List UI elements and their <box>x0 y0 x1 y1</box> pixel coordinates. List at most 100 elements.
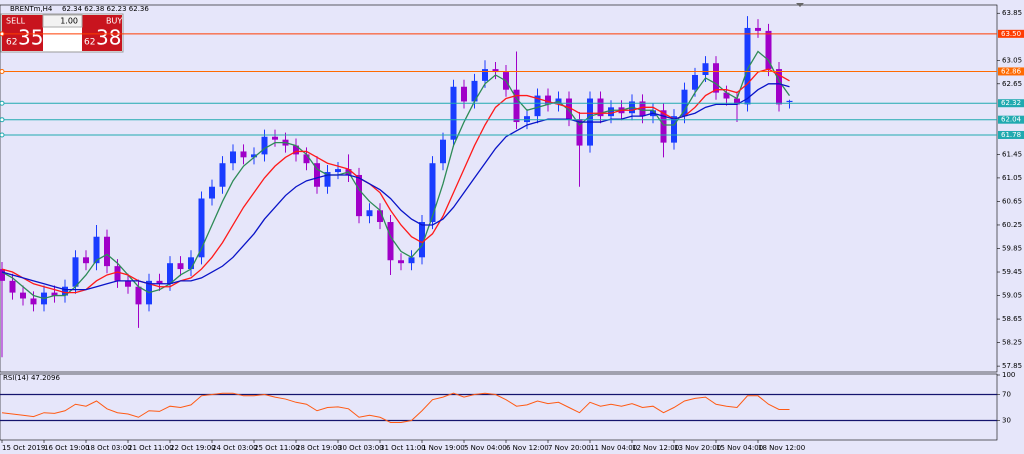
y-tick-label: 58.25 <box>1002 339 1022 347</box>
candle-body <box>314 163 320 187</box>
candle-body <box>93 236 100 264</box>
bid-main: 35 <box>18 26 43 50</box>
x-tick-label: 5 Nov 04:00 <box>464 444 507 452</box>
candle-body <box>356 174 362 217</box>
x-tick-label: 24 Oct 03:00 <box>212 444 258 452</box>
candle-body <box>482 69 488 81</box>
candle-body <box>377 210 383 223</box>
moving-average <box>1 83 790 291</box>
level-label-box <box>998 29 1024 38</box>
candle-body <box>734 98 740 105</box>
candle-body <box>723 92 730 99</box>
candle-body <box>251 154 257 158</box>
y-tick-label: 62.65 <box>1002 80 1022 88</box>
candle-body <box>0 269 5 281</box>
level-handle <box>0 31 5 37</box>
candle-body <box>198 198 205 258</box>
candle-body <box>419 222 425 258</box>
candle-body <box>692 74 698 90</box>
y-tick-label: 60.25 <box>1002 221 1022 229</box>
candle-body <box>461 86 467 102</box>
level-handle <box>0 68 5 74</box>
candle-body <box>566 98 572 120</box>
y-tick-label: 57.85 <box>1002 362 1022 370</box>
level-label-box <box>998 130 1024 139</box>
sell-label: SELL <box>6 17 26 26</box>
lot-field[interactable] <box>42 14 83 28</box>
candle-body <box>72 257 79 287</box>
candle-body <box>293 145 299 155</box>
candle-body <box>429 163 436 223</box>
candle-body <box>545 95 551 105</box>
candle-body <box>156 280 163 284</box>
candle-body <box>534 95 541 117</box>
candle-body <box>765 30 772 70</box>
candle-body <box>62 286 68 296</box>
candle-body <box>261 136 268 155</box>
candle-body <box>398 260 404 264</box>
candle-body <box>713 63 719 93</box>
sell-button[interactable] <box>2 15 43 51</box>
candle-body <box>240 151 247 158</box>
level-handle <box>0 132 5 138</box>
candle-body <box>135 286 142 305</box>
symbol: BRENTm,H4 <box>10 5 53 13</box>
x-tick-label: 11 Nov 04:00 <box>590 444 637 452</box>
level-label-box <box>998 115 1024 124</box>
x-tick-label: 12 Nov 12:00 <box>632 444 679 452</box>
candle-body <box>114 266 121 281</box>
main-pane <box>0 4 998 373</box>
candle-body <box>30 298 37 305</box>
x-tick-label: 18 Oct 03:00 <box>86 444 132 452</box>
candle-body <box>387 222 394 261</box>
x-tick-label: 15 Nov 04:00 <box>716 444 763 452</box>
level-label-box <box>998 67 1024 76</box>
ask-prefix: 62 <box>84 38 95 48</box>
lot-value: 1.00 <box>60 17 78 26</box>
candle-body <box>440 139 446 164</box>
buy-button[interactable] <box>82 15 122 51</box>
x-tick-label: 15 Oct 2019 <box>2 444 45 452</box>
candle-body <box>303 154 310 164</box>
x-tick-label: 6 Nov 12:00 <box>506 444 549 452</box>
level-label: 62.32 <box>1001 99 1021 107</box>
level-handle <box>0 100 5 106</box>
candle-body <box>335 169 341 173</box>
candle-body <box>744 27 751 105</box>
candle-body <box>51 292 58 296</box>
x-tick-label: 28 Oct 19:00 <box>296 444 342 452</box>
y-tick-label: 100 <box>1002 371 1015 379</box>
candle-body <box>83 257 89 264</box>
level-label: 62.04 <box>1001 116 1022 124</box>
candle-body <box>450 86 457 140</box>
x-tick-label: 25 Oct 11:00 <box>254 444 300 452</box>
ask-main: 38 <box>96 26 121 50</box>
level-label-box <box>998 99 1024 108</box>
y-tick-label: 30 <box>1002 417 1011 425</box>
candle-body <box>9 280 16 293</box>
rsi-line <box>1 392 790 423</box>
candle-body <box>471 80 478 102</box>
y-tick-label: 58.65 <box>1002 315 1022 323</box>
buy-label: BUY <box>106 17 122 26</box>
y-tick-label: 59.45 <box>1002 268 1022 276</box>
y-tick-label: 70 <box>1002 391 1011 399</box>
x-tick-label: 13 Nov 20:00 <box>674 444 721 452</box>
candle-body <box>702 63 709 75</box>
candle-body <box>125 280 131 287</box>
x-tick-label: 7 Nov 20:00 <box>548 444 591 452</box>
candle-body <box>492 69 499 73</box>
rsi-title: RSI(14) 47.2096 <box>3 374 60 382</box>
candle-body <box>209 186 215 199</box>
moving-average <box>1 68 790 294</box>
x-tick-label: 21 Oct 11:00 <box>128 444 174 452</box>
candle-body <box>576 119 583 146</box>
candle-body <box>230 151 236 164</box>
level-handle <box>0 117 5 123</box>
candle-body <box>272 136 278 140</box>
x-tick-label: 31 Oct 11:00 <box>380 444 426 452</box>
x-tick-label: 30 Oct 03:00 <box>338 444 384 452</box>
